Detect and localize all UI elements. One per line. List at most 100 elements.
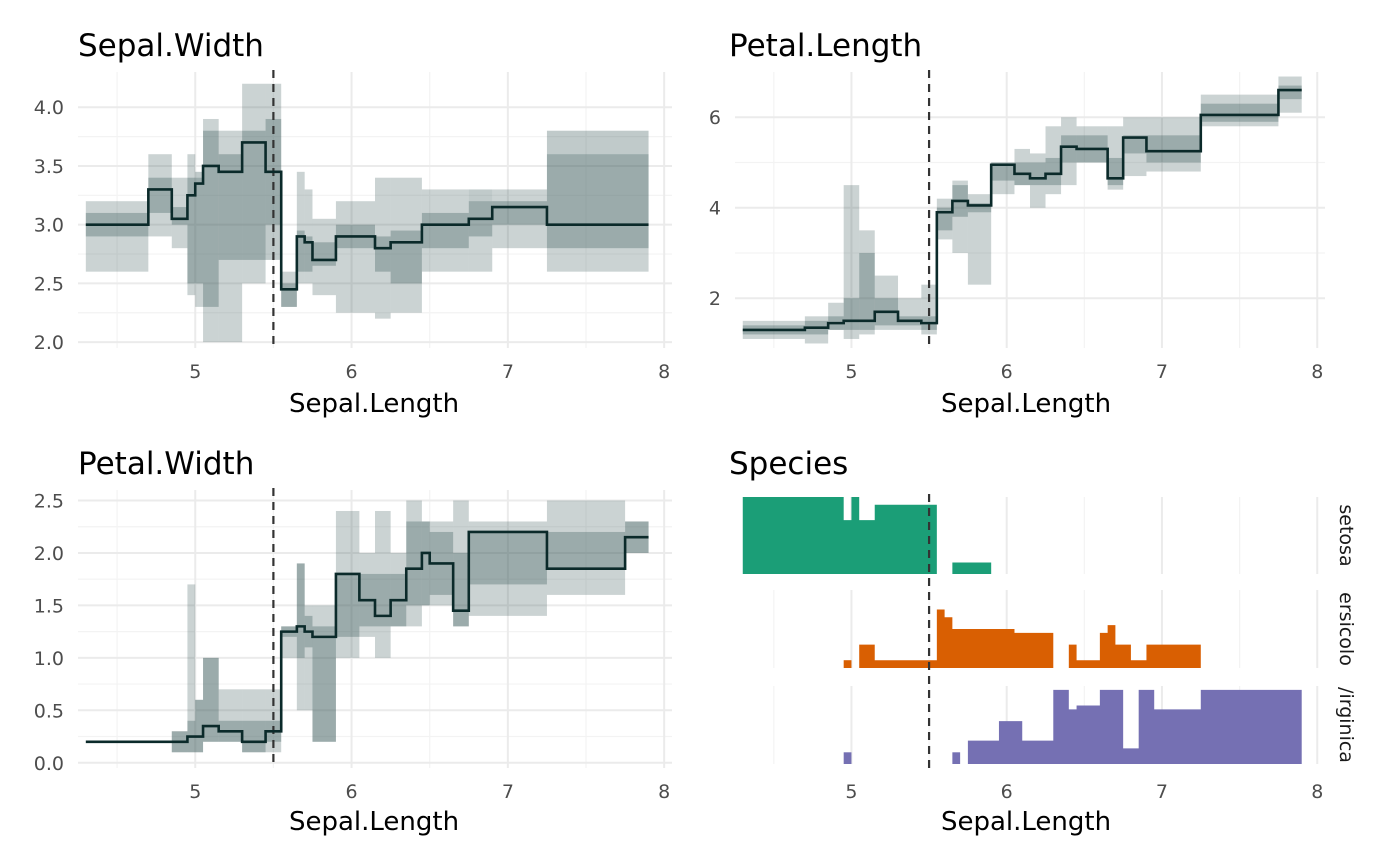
x-tick-label: 7 <box>1156 361 1168 383</box>
confidence-band-inner <box>312 242 336 266</box>
confidence-band-outer <box>304 189 313 284</box>
y-tick-label: 2.5 <box>34 273 64 295</box>
species-area-virginica <box>843 752 852 764</box>
y-tick-label: 1.5 <box>34 595 64 617</box>
x-tick-label: 5 <box>189 361 201 383</box>
species-area-virginica <box>967 689 1302 764</box>
x-axis-label: Sepal.Length <box>289 389 459 419</box>
y-tick-label: 4.0 <box>34 97 64 119</box>
x-tick-label: 7 <box>502 361 514 383</box>
confidence-band-inner <box>1146 135 1201 163</box>
confidence-band-inner <box>546 531 626 569</box>
confidence-band-outer <box>390 552 407 627</box>
y-tick-label: 6 <box>709 107 721 129</box>
confidence-band-outer <box>1045 126 1062 195</box>
confidence-band-outer <box>874 275 899 330</box>
confidence-band-outer <box>1146 117 1201 172</box>
confidence-band-inner <box>335 573 360 637</box>
confidence-band-outer <box>1030 153 1046 208</box>
y-tick-label: 4 <box>709 198 721 220</box>
confidence-band-inner <box>421 521 430 606</box>
confidence-band-outer <box>312 218 336 296</box>
species-area-setosa <box>742 497 937 574</box>
confidence-band-inner <box>375 573 391 627</box>
confidence-band-outer <box>359 552 375 637</box>
confidence-band-inner <box>242 720 266 753</box>
confidence-band-inner <box>195 171 204 284</box>
x-tick-label: 8 <box>1311 361 1323 383</box>
confidence-band-inner <box>296 230 305 272</box>
x-axis-label: Sepal.Length <box>941 389 1111 419</box>
confidence-band-inner <box>843 298 860 330</box>
x-tick-label: 7 <box>502 781 514 803</box>
confidence-band-outer <box>546 500 626 595</box>
confidence-band-outer <box>1076 126 1108 163</box>
confidence-band-outer <box>312 605 336 742</box>
species-area-setosa <box>952 562 992 574</box>
facet-strip-label: /irginica <box>1335 687 1357 763</box>
confidence-band-outer <box>1061 117 1077 186</box>
y-tick-label: 2.0 <box>34 543 64 565</box>
confidence-band-outer <box>991 162 1015 195</box>
confidence-band-inner <box>1278 85 1302 100</box>
y-tick-label: 2 <box>709 288 721 310</box>
confidence-band-inner <box>281 283 297 307</box>
facet-strip-label: ersicolo <box>1335 592 1357 666</box>
confidence-band-outer <box>171 177 188 249</box>
y-tick-label: 3.5 <box>34 156 64 178</box>
y-tick-label: 2.5 <box>34 490 64 512</box>
confidence-band-inner <box>203 657 219 742</box>
confidence-band-outer <box>453 500 469 627</box>
x-tick-label: 5 <box>845 361 857 383</box>
confidence-band-inner <box>1061 135 1077 163</box>
confidence-band-outer <box>304 605 313 711</box>
confidence-band-outer <box>1200 94 1279 127</box>
panel-petal-length: Petal.Length 2 4 6 5 6 7 8 Sepal.Length <box>709 28 1325 419</box>
confidence-band-inner <box>453 552 469 627</box>
confidence-band-outer <box>187 154 196 296</box>
confidence-band-inner <box>859 252 875 330</box>
confidence-band-inner <box>967 203 992 213</box>
confidence-band-inner <box>492 201 547 225</box>
panel-title: Petal.Width <box>78 446 254 482</box>
confidence-band-inner <box>203 130 219 307</box>
confidence-band-inner <box>1123 135 1147 154</box>
species-area-versicolor <box>843 660 852 668</box>
confidence-band-outer <box>195 699 204 753</box>
confidence-band-outer <box>859 230 875 335</box>
confidence-band-inner <box>390 230 422 284</box>
confidence-band-inner <box>1045 157 1062 186</box>
x-axis-label: Sepal.Length <box>941 807 1111 837</box>
confidence-band-outer <box>421 521 430 606</box>
confidence-band-inner <box>468 189 493 237</box>
y-tick-label: 3.0 <box>34 215 64 237</box>
confidence-band-inner <box>375 236 391 272</box>
confidence-band-outer <box>468 521 547 616</box>
confidence-band-outer <box>967 194 992 285</box>
panel-title: Sepal.Width <box>78 28 264 64</box>
confidence-band-outer <box>85 201 149 272</box>
x-tick-label: 8 <box>658 361 670 383</box>
y-tick-label: 1.0 <box>34 648 64 670</box>
series-line <box>85 141 649 291</box>
panel-title: Species <box>729 446 848 482</box>
confidence-band-inner <box>171 207 188 225</box>
species-area-versicolor <box>859 609 1054 668</box>
x-tick-label: 6 <box>346 781 358 803</box>
confidence-band-inner <box>421 212 469 249</box>
confidence-band-inner <box>304 236 313 272</box>
facet-strip-label: setosa <box>1335 504 1357 566</box>
x-tick-label: 5 <box>189 781 201 803</box>
confidence-band-inner <box>312 626 336 742</box>
x-tick-label: 8 <box>658 781 670 803</box>
x-tick-label: 8 <box>1311 781 1323 803</box>
x-axis-label: Sepal.Length <box>289 807 459 837</box>
confidence-band-inner <box>187 177 196 284</box>
x-tick-label: 6 <box>1001 361 1013 383</box>
y-tick-label: 2.0 <box>34 332 64 354</box>
confidence-band-outer <box>335 201 375 313</box>
confidence-band-inner <box>468 531 547 585</box>
confidence-band-outer <box>1014 148 1030 186</box>
confidence-band-outer <box>843 185 860 339</box>
